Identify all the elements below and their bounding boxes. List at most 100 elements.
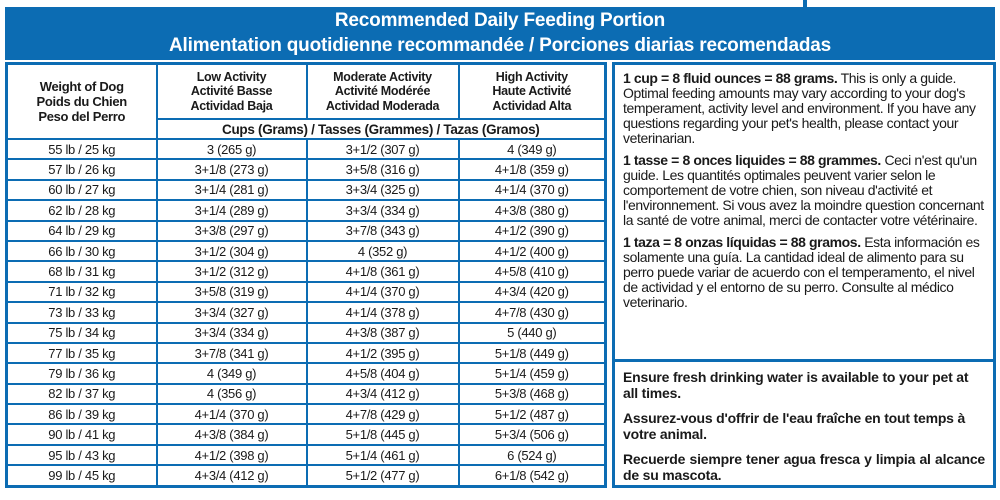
- cell-low: 3+3/4 (334 g): [155, 321, 308, 344]
- low-activity-header: Low Activity Activité Basse Actividad Ba…: [155, 62, 308, 120]
- table-header-row: Weight of Dog Poids du Chien Peso del Pe…: [5, 62, 607, 140]
- note-english-body: This is only a guide. Optimal feeding am…: [623, 70, 976, 146]
- cell-weight: 79 lb / 36 kg: [5, 362, 158, 385]
- cell-moderate: 3+5/8 (316 g): [305, 158, 460, 181]
- moderate-activity-header: Moderate Activity Activité Modérée Activ…: [305, 62, 460, 120]
- cell-weight: 86 lb / 39 kg: [5, 403, 158, 426]
- info-panel: 1 cup = 8 fluid ounces = 88 grams. This …: [612, 62, 996, 488]
- cell-high: 5+1/4 (459 g): [457, 362, 607, 385]
- cell-moderate: 4+1/4 (378 g): [305, 301, 460, 324]
- cell-low: 3+1/2 (304 g): [155, 239, 308, 263]
- cell-moderate: 4+3/8 (387 g): [305, 321, 460, 344]
- cell-moderate: 4+1/8 (361 g): [305, 260, 460, 283]
- note-french-lead: 1 tasse = 8 onces liquides = 88 grammes.: [623, 152, 881, 168]
- high-activity-en: High Activity: [495, 69, 568, 84]
- table-row: 95 lb / 43 kg 4+1/2 (398 g) 5+1/4 (461 g) 6…: [5, 443, 607, 467]
- cell-moderate: 3+3/4 (334 g): [305, 199, 460, 222]
- cell-high: 5+1/8 (449 g): [457, 341, 607, 365]
- cell-low: 3+3/8 (297 g): [155, 219, 308, 242]
- weight-header-en: Weight of Dog: [39, 79, 124, 94]
- cell-moderate: 4+5/8 (404 g): [305, 362, 460, 385]
- cell-low: 3 (265 g): [155, 137, 308, 161]
- cell-low: 3+3/4 (327 g): [155, 301, 308, 324]
- table-row: 73 lb / 33 kg 3+3/4 (327 g) 4+1/4 (378 g) 4…: [5, 301, 607, 324]
- cell-weight: 55 lb / 25 kg: [5, 137, 158, 161]
- cell-high: 4+1/4 (370 g): [457, 178, 607, 202]
- table-row: 71 lb / 32 kg 3+5/8 (319 g) 4+1/4 (370 g) 4…: [5, 280, 607, 304]
- cell-high: 4+5/8 (410 g): [457, 260, 607, 283]
- low-activity-fr: Activité Basse: [190, 84, 273, 99]
- title-french-spanish: Alimentation quotidienne recommandée / P…: [169, 35, 831, 56]
- cell-low: 3+1/4 (289 g): [155, 199, 308, 222]
- cell-weight: 62 lb / 28 kg: [5, 199, 158, 222]
- cell-moderate: 3+7/8 (343 g): [305, 219, 460, 242]
- cell-moderate: 4+7/8 (429 g): [305, 403, 460, 426]
- high-activity-header: High Activity Haute Activité Actividad A…: [457, 62, 607, 120]
- table-row: 99 lb / 45 kg 4+3/4 (412 g) 5+1/2 (477 g) 6…: [5, 464, 607, 488]
- cell-moderate: 3+3/4 (325 g): [305, 178, 460, 202]
- note-french-body: Ceci n'est qu'un guide. Les quantités op…: [623, 152, 984, 228]
- cell-low: 3+1/2 (312 g): [155, 260, 308, 283]
- weight-header-fr: Poids du Chien: [36, 94, 128, 109]
- cell-weight: 90 lb / 41 kg: [5, 423, 158, 446]
- cell-high: 4+3/4 (420 g): [457, 280, 607, 304]
- cell-weight: 73 lb / 33 kg: [5, 301, 158, 324]
- note-spanish-body: Esta información es solamente una guía. …: [623, 234, 980, 310]
- table-row: 66 lb / 30 kg 3+1/2 (304 g) 4 (352 g) 4+1/2…: [5, 239, 607, 263]
- cell-moderate: 4+1/2 (395 g): [305, 341, 460, 365]
- water-note-english: Ensure fresh drinking water is available…: [623, 369, 969, 401]
- cell-high: 4+1/2 (400 g): [457, 239, 607, 263]
- moderate-activity-es: Actividad Moderada: [325, 98, 440, 113]
- table-row: 57 lb / 26 kg 3+1/8 (273 g) 3+5/8 (316 g) 4…: [5, 158, 607, 181]
- cell-high: 5 (440 g): [457, 321, 607, 344]
- table-row: 82 lb / 37 kg 4 (356 g) 4+3/4 (412 g) 5+3/8…: [5, 382, 607, 406]
- cell-high: 5+3/8 (468 g): [457, 382, 607, 406]
- water-note-spanish: Recuerde siempre tener agua fresca y lim…: [623, 451, 985, 483]
- cell-high: 5+3/4 (506 g): [457, 423, 607, 446]
- cell-moderate: 4+1/4 (370 g): [305, 280, 460, 304]
- moderate-activity-fr: Activité Modérée: [334, 84, 431, 99]
- cell-weight: 71 lb / 32 kg: [5, 280, 158, 304]
- cell-low: 3+1/8 (273 g): [155, 158, 308, 181]
- cell-moderate: 3+1/2 (307 g): [305, 137, 460, 161]
- cell-low: 4 (356 g): [155, 382, 308, 406]
- cell-moderate: 4 (352 g): [305, 239, 460, 263]
- title-bar: Recommended Daily Feeding Portion Alimen…: [5, 7, 995, 60]
- cell-weight: 95 lb / 43 kg: [5, 443, 158, 467]
- table-row: 79 lb / 36 kg 4 (349 g) 4+5/8 (404 g) 5+1/4…: [5, 362, 607, 385]
- note-french: 1 tasse = 8 onces liquides = 88 grammes.…: [623, 153, 985, 228]
- cell-high: 5+1/2 (487 g): [457, 403, 607, 426]
- cell-low: 3+7/8 (341 g): [155, 341, 308, 365]
- cup-conversion-notes: 1 cup = 8 fluid ounces = 88 grams. This …: [615, 65, 993, 362]
- cell-weight: 60 lb / 27 kg: [5, 178, 158, 202]
- table-row: 86 lb / 39 kg 4+1/4 (370 g) 4+7/8 (429 g) 5…: [5, 403, 607, 426]
- low-activity-es: Actividad Baja: [190, 98, 273, 113]
- cell-low: 4+3/8 (384 g): [155, 423, 308, 446]
- units-header: Cups (Grams) / Tasses (Grammes) / Tazas …: [155, 118, 607, 140]
- title-english: Recommended Daily Feeding Portion: [334, 10, 666, 31]
- cell-weight: 68 lb / 31 kg: [5, 260, 158, 283]
- weight-column-header: Weight of Dog Poids du Chien Peso del Pe…: [5, 62, 158, 140]
- cell-weight: 57 lb / 26 kg: [5, 158, 158, 181]
- cell-moderate: 5+1/2 (477 g): [305, 464, 460, 488]
- cell-weight: 66 lb / 30 kg: [5, 239, 158, 263]
- cell-low: 3+1/4 (281 g): [155, 178, 308, 202]
- cell-weight: 99 lb / 45 kg: [5, 464, 158, 488]
- table-row: 77 lb / 35 kg 3+7/8 (341 g) 4+1/2 (395 g) 5…: [5, 341, 607, 365]
- feeding-rows: 55 lb / 25 kg 3 (265 g) 3+1/2 (307 g) 4 (34…: [5, 137, 607, 488]
- table-row: 60 lb / 27 kg 3+1/4 (281 g) 3+3/4 (325 g) 4…: [5, 178, 607, 202]
- moderate-activity-en: Moderate Activity: [333, 69, 432, 84]
- feeding-table: Weight of Dog Poids du Chien Peso del Pe…: [5, 62, 607, 488]
- cell-moderate: 5+1/8 (445 g): [305, 423, 460, 446]
- cell-moderate: 5+1/4 (461 g): [305, 443, 460, 467]
- cell-high: 4+7/8 (430 g): [457, 301, 607, 324]
- table-row: 90 lb / 41 kg 4+3/8 (384 g) 5+1/8 (445 g) 5…: [5, 423, 607, 446]
- cell-high: 6+1/8 (542 g): [457, 464, 607, 488]
- cell-weight: 82 lb / 37 kg: [5, 382, 158, 406]
- cell-weight: 64 lb / 29 kg: [5, 219, 158, 242]
- note-spanish: 1 taza = 8 onzas líquidas = 88 gramos. E…: [623, 235, 985, 310]
- cell-low: 4 (349 g): [155, 362, 308, 385]
- weight-header-es: Peso del Perro: [38, 109, 126, 124]
- cell-low: 4+1/4 (370 g): [155, 403, 308, 426]
